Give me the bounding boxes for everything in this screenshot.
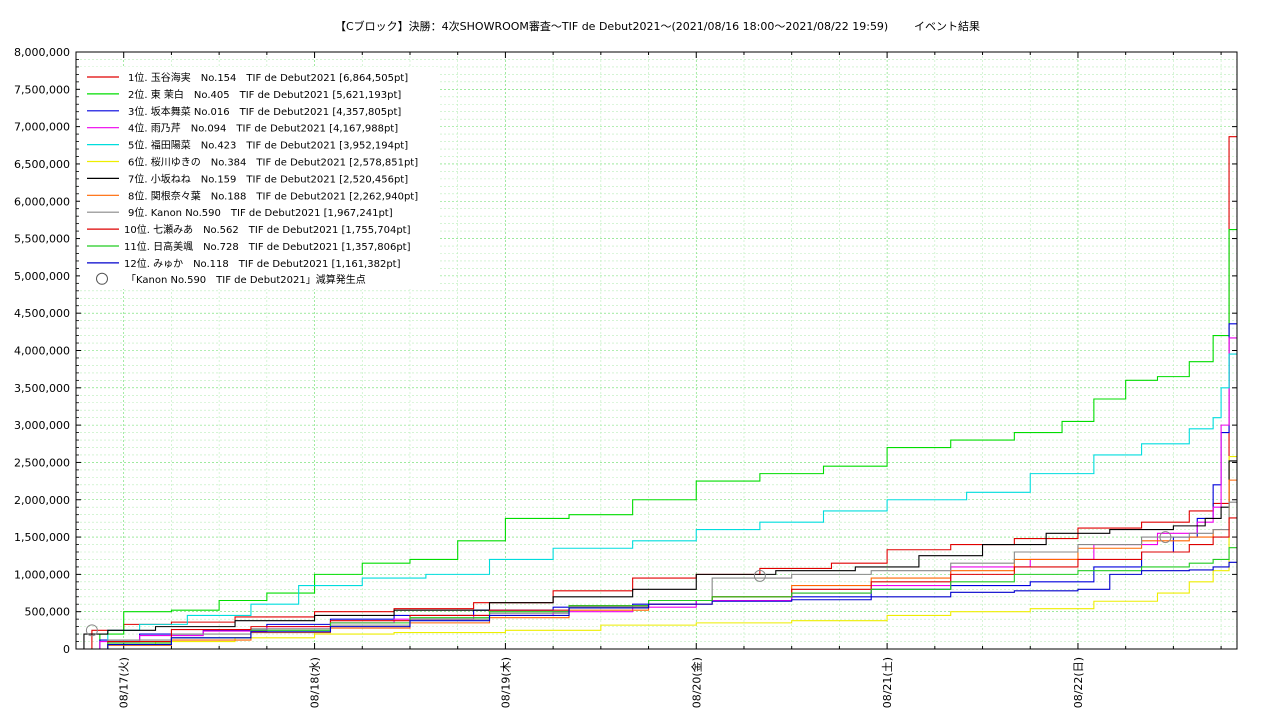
series-lines [76,136,1237,650]
legend-entry: 11位. 日高美颯 No.728 TIF de Debut2021 [1,357… [124,240,411,253]
legend-entry: 10位. 七瀬みあ No.562 TIF de Debut2021 [1,755… [124,223,411,236]
series-line [76,353,1237,650]
y-tick-label: 500,000 [25,606,71,619]
subtraction-markers [85,531,1172,637]
x-tick-label: 08/21(土) [881,657,894,708]
series-line [76,337,1237,650]
subtraction-marker [753,569,766,582]
series-line [76,501,1237,650]
legend-entry: 1位. 玉谷海実 No.154 TIF de Debut2021 [6,864,… [128,71,408,84]
series-line [76,460,1237,650]
legend-entry: 12位. みゅか No.118 TIF de Debut2021 [1,161,… [124,257,401,270]
y-tick-label: 5,000,000 [14,270,70,283]
subtraction-marker [1159,531,1172,544]
y-tick-label: 3,000,000 [14,419,70,432]
y-tick-label: 5,500,000 [14,233,70,246]
legend-entry: 9位. Kanon No.590 TIF de Debut2021 [1,967… [128,206,393,219]
chart-title-suffix: イベント結果 [914,19,980,33]
y-tick-label: 6,500,000 [14,158,70,171]
legend-entry: 4位. 雨乃芹 No.094 TIF de Debut2021 [4,167,9… [128,122,398,135]
x-tick-label: 08/18(水) [309,657,322,708]
legend: 1位. 玉谷海実 No.154 TIF de Debut2021 [6,864,… [80,67,440,289]
x-tick-label: 08/20(金) [689,657,703,708]
y-tick-label: 2,000,000 [14,494,70,507]
x-tick-label: 08/17(火) [118,657,131,708]
x-tick-label: 08/19(木) [499,657,512,708]
legend-marker-symbol [96,272,108,285]
y-tick-label: 1,000,000 [14,568,70,581]
legend-entry: 8位. 関根奈々葉 No.188 TIF de Debut2021 [2,262… [128,189,418,202]
legend-entry: 5位. 福田陽菜 No.423 TIF de Debut2021 [3,952,… [128,139,408,152]
y-tick-label: 7,500,000 [14,83,70,96]
legend-entry: 6位. 桜川ゆきの No.384 TIF de Debut2021 [2,578… [128,156,418,169]
subtraction-marker [85,624,98,637]
series-line [76,479,1237,650]
series-line [76,547,1237,650]
y-tick-label: 2,500,000 [14,456,70,469]
y-tick-label: 8,000,000 [14,46,70,59]
legend-entry: 7位. 小坂ねね No.159 TIF de Debut2021 [2,520,… [128,172,408,185]
x-axis: 08/17(火) 08/18(水) 08/19(木) 08/20(金) 08/21(土)… [75,52,1222,708]
y-tick-label: 6,000,000 [14,195,70,208]
series-line [76,517,1237,650]
legend-entry: 2位. 東 茉白 No.405 TIF de Debut2021 [5,621,… [128,88,401,101]
legend-entry: 3位. 坂本舞菜 No.016 TIF de Debut2021 [4,357,… [128,105,401,118]
legend-marker-label: 「Kanon No.590 TIF de Debut2021」減算発生点 [126,273,366,286]
series-line [76,456,1237,650]
y-tick-label: 3,500,000 [14,382,70,395]
series-line [76,228,1237,650]
chart-title: 【Cブロック】決勝：4次SHOWROOM審査〜TIF de Debut2021〜… [335,19,888,33]
y-axis: 0 500,000 1,000,000 1,500,000 2,000,000 2,500… [14,46,1237,656]
y-tick-label: 0 [63,643,70,656]
y-tick-label: 7,000,000 [14,121,70,134]
legend-background [80,67,440,289]
x-tick-label: 08/22(日) [1072,657,1085,708]
plot-frame [75,51,1238,650]
y-tick-label: 4,500,000 [14,307,70,320]
y-tick-label: 4,000,000 [14,345,70,358]
series-line [76,561,1237,650]
y-tick-label: 1,500,000 [14,531,70,544]
